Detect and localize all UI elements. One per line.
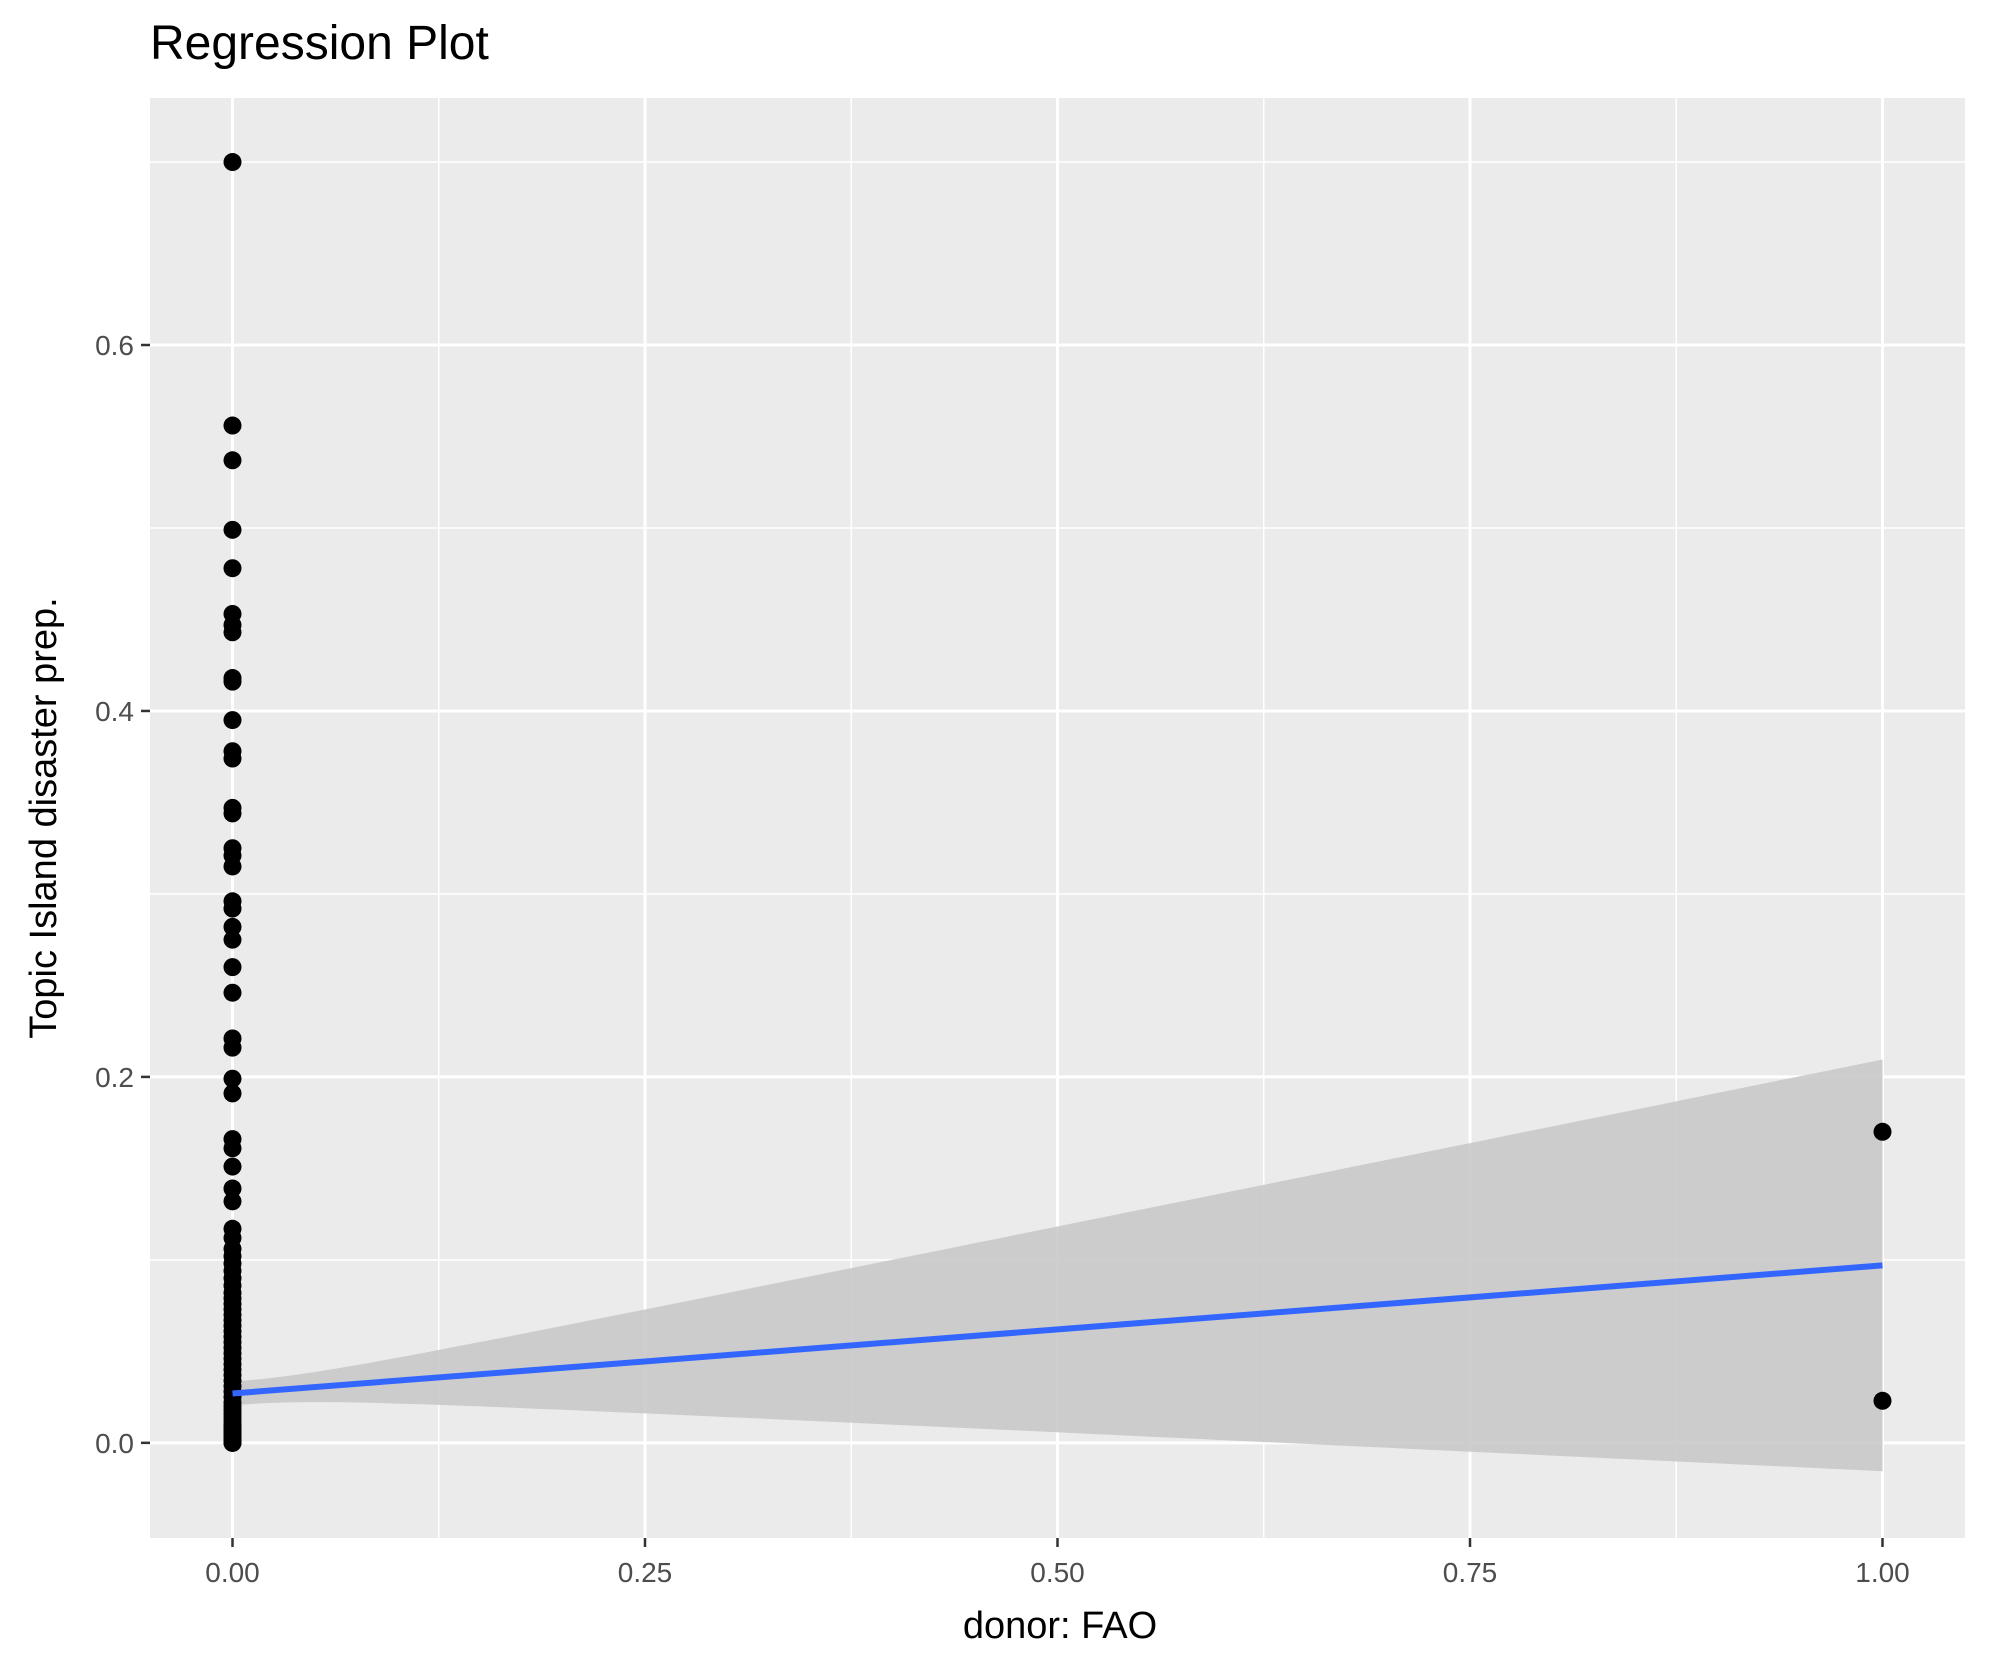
data-point bbox=[223, 983, 242, 1002]
x-axis: 0.00 0.25 0.50 0.75 1.00 bbox=[205, 1538, 1910, 1588]
y-tick-label: 0.2 bbox=[95, 1062, 134, 1093]
confidence-band-layer bbox=[232, 1059, 1883, 1472]
data-point bbox=[1873, 1122, 1892, 1141]
data-point bbox=[1873, 1391, 1892, 1410]
y-axis: 0.0 0.2 0.4 0.6 bbox=[95, 330, 150, 1459]
x-tick-label: 1.00 bbox=[1855, 1557, 1910, 1588]
data-point bbox=[223, 917, 242, 936]
data-point bbox=[223, 930, 242, 949]
data-point bbox=[223, 520, 242, 539]
data-point bbox=[223, 899, 242, 918]
data-point bbox=[223, 1157, 242, 1176]
data-point bbox=[223, 1433, 242, 1452]
x-tick-label: 0.75 bbox=[1443, 1557, 1498, 1588]
data-point bbox=[223, 1038, 242, 1057]
data-point bbox=[223, 711, 242, 730]
data-point bbox=[223, 559, 242, 578]
points-layer bbox=[223, 153, 1892, 1452]
data-point bbox=[223, 804, 242, 823]
x-tick-label: 0.00 bbox=[205, 1557, 260, 1588]
data-point bbox=[223, 1192, 242, 1211]
data-point bbox=[223, 672, 242, 691]
x-tick-label: 0.25 bbox=[618, 1557, 673, 1588]
chart-title: Regression Plot bbox=[150, 17, 489, 70]
data-point bbox=[223, 749, 242, 768]
data-point bbox=[223, 623, 242, 642]
data-point bbox=[223, 416, 242, 435]
data-point bbox=[223, 153, 242, 172]
regression-line-layer bbox=[232, 1262, 1883, 1397]
y-tick-label: 0.6 bbox=[95, 330, 134, 361]
data-point bbox=[223, 958, 242, 977]
x-tick-label: 0.50 bbox=[1030, 1557, 1085, 1588]
data-point bbox=[223, 857, 242, 876]
data-point bbox=[223, 1139, 242, 1158]
data-point bbox=[223, 451, 242, 470]
data-point bbox=[223, 1069, 242, 1088]
y-tick-label: 0.4 bbox=[95, 696, 134, 727]
y-axis-title: Topic Island disaster prep. bbox=[23, 597, 65, 1038]
data-point bbox=[223, 1179, 242, 1198]
x-axis-title: donor: FAO bbox=[963, 1605, 1157, 1647]
data-point bbox=[223, 1084, 242, 1103]
y-tick-label: 0.0 bbox=[95, 1428, 134, 1459]
regression-line bbox=[232, 1262, 1883, 1397]
confidence-band bbox=[232, 1059, 1883, 1472]
